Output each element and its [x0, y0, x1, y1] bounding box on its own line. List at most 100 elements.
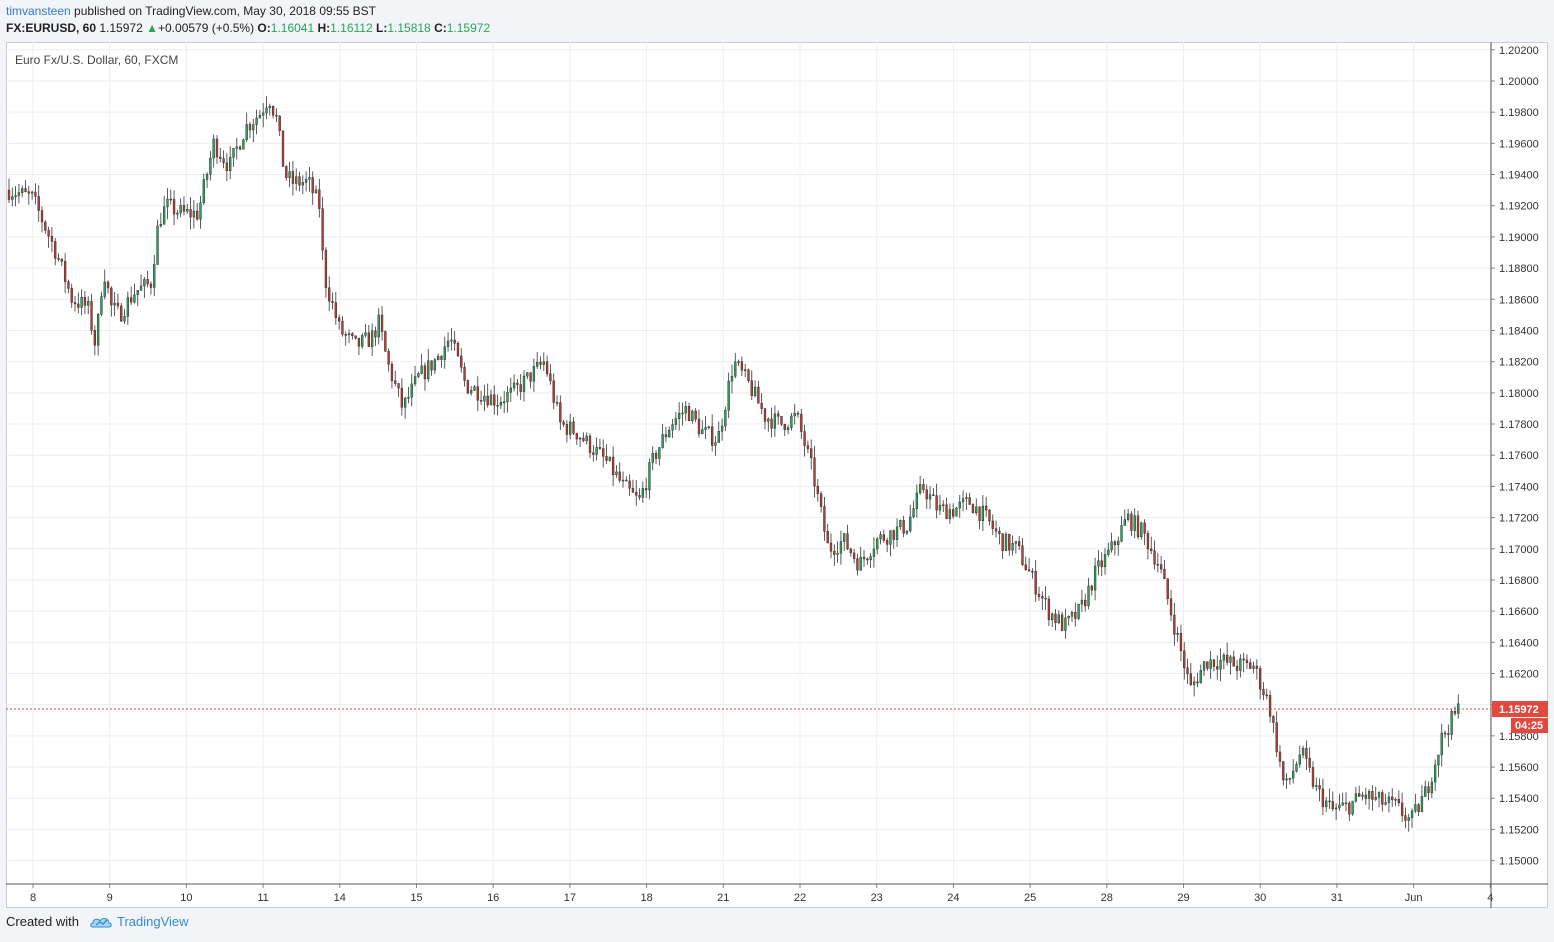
- candle-down: [394, 380, 397, 384]
- candle-down: [1060, 614, 1064, 631]
- author-link[interactable]: timvansteen: [6, 4, 71, 18]
- y-tick-label: 1.18600: [1499, 294, 1539, 306]
- candle-down: [298, 176, 301, 186]
- candle-down: [1255, 665, 1259, 669]
- footer: Created with TradingView: [6, 914, 189, 929]
- candle-down: [479, 400, 483, 402]
- candle-up: [661, 434, 664, 448]
- candle-down: [328, 287, 331, 302]
- high-label: H:: [317, 21, 331, 35]
- candle-up: [1394, 798, 1397, 801]
- candle-down: [380, 314, 384, 332]
- candle-down: [1143, 522, 1146, 534]
- candle-up: [1126, 513, 1130, 520]
- price-chart[interactable]: 1.20200 1.20000 1.19800 1.19600 1.19400 1.192…: [6, 42, 1548, 908]
- candle-down: [400, 387, 404, 408]
- candle-up: [981, 505, 985, 522]
- candle-down: [644, 488, 648, 491]
- candle-down: [1113, 541, 1117, 545]
- candle-up: [450, 339, 453, 342]
- candle-up: [1430, 781, 1434, 794]
- candle-down: [618, 471, 621, 481]
- candle-up: [1414, 804, 1417, 812]
- candle-up: [793, 412, 796, 417]
- candle-up: [1110, 541, 1113, 551]
- candle-down: [856, 558, 859, 571]
- candle-up: [499, 402, 503, 406]
- candle-down: [24, 188, 27, 192]
- candle-up: [915, 492, 919, 509]
- close-label: C:: [434, 21, 447, 35]
- candle-up: [1133, 515, 1136, 531]
- candle-up: [1367, 791, 1371, 799]
- candle-down: [1404, 815, 1407, 821]
- candle-down: [387, 351, 390, 365]
- candle-down: [1024, 564, 1027, 570]
- candle-down: [54, 241, 57, 259]
- candle-up: [542, 361, 545, 365]
- candle-up: [301, 182, 304, 186]
- candle-down: [1166, 578, 1169, 600]
- symbol-label: FX:EURUSD, 60: [6, 21, 97, 35]
- candle-up: [11, 196, 14, 200]
- candle-down: [611, 456, 615, 476]
- candle-down: [1186, 667, 1189, 674]
- candle-up: [965, 497, 968, 499]
- candle-down: [635, 492, 638, 496]
- candle-down: [390, 363, 394, 382]
- candle-up: [1199, 669, 1202, 684]
- x-tick-label: 25: [1024, 892, 1036, 904]
- candle-up: [443, 346, 446, 360]
- candle-down: [1008, 533, 1011, 551]
- candle-up: [446, 340, 450, 347]
- tradingview-link[interactable]: TradingView: [85, 914, 189, 929]
- candle-down: [430, 360, 433, 371]
- candle-up: [658, 447, 661, 459]
- candle-down: [215, 138, 219, 158]
- x-tick-label: 22: [794, 892, 806, 904]
- candle-down: [321, 208, 324, 251]
- candle-down: [60, 258, 63, 262]
- candle-down: [172, 199, 176, 215]
- candle-up: [512, 382, 516, 389]
- candle-down: [1153, 550, 1156, 565]
- candle-down: [354, 335, 357, 339]
- candle-down: [1173, 614, 1176, 635]
- candle-up: [714, 442, 717, 446]
- candle-down: [565, 424, 569, 435]
- candle-up: [288, 171, 291, 179]
- candle-down: [852, 552, 856, 559]
- candle-up: [483, 395, 486, 402]
- candle-down: [1331, 801, 1334, 810]
- candle-down: [602, 448, 605, 457]
- x-tick-label: 28: [1101, 892, 1113, 904]
- candle-down: [1047, 598, 1051, 620]
- countdown-badge: [1511, 718, 1548, 734]
- candle-up: [1004, 533, 1008, 551]
- candle-up: [1377, 792, 1381, 798]
- candle-up: [1252, 665, 1255, 669]
- candle-up: [773, 413, 777, 429]
- candle-up: [1433, 764, 1437, 783]
- x-tick-label: 16: [487, 892, 499, 904]
- candle-down: [337, 317, 341, 322]
- y-tick-label: 1.15400: [1499, 793, 1539, 805]
- candle-down: [331, 300, 334, 303]
- x-tick-label: 11: [257, 892, 268, 904]
- candle-down: [991, 520, 994, 529]
- up-triangle-icon: ▲: [146, 21, 158, 35]
- chart-header: timvansteen published on TradingView.com…: [6, 3, 1546, 37]
- candle-down: [1268, 695, 1272, 717]
- candle-down: [1278, 751, 1282, 762]
- candle-up: [621, 479, 625, 482]
- candle-down: [902, 520, 905, 534]
- candle-down: [1027, 569, 1031, 572]
- candle-down: [803, 431, 806, 446]
- candle-down: [806, 445, 810, 449]
- candle-down: [1371, 791, 1374, 800]
- candle-down: [344, 334, 347, 336]
- candle-up: [1315, 785, 1318, 787]
- candle-up: [975, 506, 978, 514]
- candle-up: [1014, 541, 1018, 544]
- candle-down: [291, 171, 295, 184]
